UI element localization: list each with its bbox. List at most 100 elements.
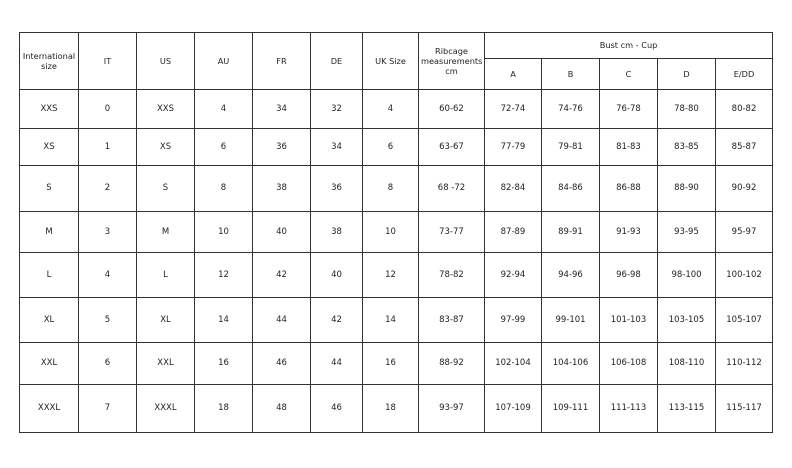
table-cell: 89-91: [541, 211, 600, 253]
table-cell: 5: [78, 297, 137, 343]
table-cell: 12: [362, 252, 419, 298]
header-row: International size IT US AU FR DE UK Size Ribca…: [19, 32, 774, 90]
table-row: L 4 L 12 42 40 12 78-82 92-94 94-96 96-98 98-100 100…: [19, 252, 774, 298]
table-cell: 90-92: [714, 165, 774, 212]
table-cell: 12: [194, 252, 253, 298]
table-cell: 8: [362, 165, 419, 212]
table-row: XXL 6 XXL 16 46 44 16 88-92 102-104 104-106 106-10…: [19, 342, 774, 385]
table-cell: XXS: [19, 89, 79, 129]
table-row: XL 5 XL 14 44 42 14 83-87 97-99 99-101 101-103 103-…: [19, 297, 774, 343]
table-cell: 10: [362, 211, 419, 253]
table-cell: XXS: [136, 89, 195, 129]
table-cell: 3: [78, 211, 137, 253]
table-cell: 60-62: [418, 89, 485, 129]
table-cell: XXL: [136, 342, 195, 385]
table-cell: 34: [252, 89, 311, 129]
table-cell: 79-81: [541, 128, 600, 166]
cup-header: B: [541, 58, 600, 90]
table-cell: 46: [252, 342, 311, 385]
table-cell: XL: [136, 297, 195, 343]
table-cell: 6: [194, 128, 253, 166]
table-cell: 14: [194, 297, 253, 343]
cup-header: C: [599, 58, 658, 90]
table-cell: 109-111: [541, 384, 600, 433]
table-cell: 81-83: [599, 128, 658, 166]
table-cell: 113-115: [657, 384, 716, 433]
table-cell: XS: [19, 128, 79, 166]
cup-header: E/DD: [714, 58, 774, 90]
table-cell: 106-108: [599, 342, 658, 385]
table-cell: 97-99: [484, 297, 542, 343]
table-cell: 95-97: [714, 211, 774, 253]
table-cell: 14: [362, 297, 419, 343]
table-cell: 4: [362, 89, 419, 129]
table-cell: XXXL: [136, 384, 195, 433]
table-cell: 111-113: [599, 384, 658, 433]
table-cell: 32: [310, 89, 363, 129]
column-header: US: [136, 32, 195, 90]
table-cell: XS: [136, 128, 195, 166]
table-cell: 6: [362, 128, 419, 166]
table-cell: 94-96: [541, 252, 600, 298]
table-cell: 84-86: [541, 165, 600, 212]
table-cell: 102-104: [484, 342, 542, 385]
table-row: XXXL 7 XXXL 18 48 46 18 93-97 107-109 109-111 111-…: [19, 384, 774, 433]
table-cell: 73-77: [418, 211, 485, 253]
table-cell: 48: [252, 384, 311, 433]
cup-header-row: A B C D E/DD: [20, 58, 774, 90]
table-cell: 2: [78, 165, 137, 212]
table-cell: 36: [310, 165, 363, 212]
table-cell: XL: [19, 297, 79, 343]
column-header: IT: [78, 32, 137, 90]
table-cell: S: [136, 165, 195, 212]
table-cell: 101-103: [599, 297, 658, 343]
table-cell: 1: [78, 128, 137, 166]
table-cell: 42: [310, 297, 363, 343]
table-cell: 80-82: [714, 89, 774, 129]
table-cell: 78-80: [657, 89, 716, 129]
table-row: S 2 S 8 38 36 8 68 -72 82-84 84-86 86-88 88-90 90-92: [19, 165, 774, 212]
table-cell: 8: [194, 165, 253, 212]
table-cell: 46: [310, 384, 363, 433]
table-cell: 36: [252, 128, 311, 166]
table-cell: 108-110: [657, 342, 716, 385]
table-cell: L: [136, 252, 195, 298]
table-cell: XXL: [19, 342, 79, 385]
table-cell: 77-79: [484, 128, 542, 166]
table-cell: 16: [194, 342, 253, 385]
table-cell: 103-105: [657, 297, 716, 343]
table-cell: M: [136, 211, 195, 253]
table-cell: 10: [194, 211, 253, 253]
table-cell: 99-101: [541, 297, 600, 343]
table-row: XXS 0 XXS 4 34 32 4 60-62 72-74 74-76 76-78 78-80 80…: [19, 89, 774, 129]
table-cell: 100-102: [714, 252, 774, 298]
column-header: DE: [310, 32, 363, 90]
table-cell: 91-93: [599, 211, 658, 253]
column-header: AU: [194, 32, 253, 90]
size-chart-table: International size IT US AU FR DE UK Size Ribca…: [19, 32, 774, 433]
table-cell: 115-117: [714, 384, 774, 433]
column-header: Ribcage measurements cm: [418, 32, 485, 90]
table-cell: 34: [310, 128, 363, 166]
table-cell: 63-67: [418, 128, 485, 166]
table-row: M 3 M 10 40 38 10 73-77 87-89 89-91 91-93 93-95 95-9…: [19, 211, 774, 253]
table-cell: 93-95: [657, 211, 716, 253]
table-cell: 83-85: [657, 128, 716, 166]
table-row: XS 1 XS 6 36 34 6 63-67 77-79 79-81 81-83 83-85 85-8…: [19, 128, 774, 166]
table-cell: 44: [310, 342, 363, 385]
table-cell: 104-106: [541, 342, 600, 385]
table-cell: 42: [252, 252, 311, 298]
table-cell: 6: [78, 342, 137, 385]
table-cell: 72-74: [484, 89, 542, 129]
table-cell: 85-87: [714, 128, 774, 166]
table-cell: 68 -72: [418, 165, 485, 212]
table-cell: S: [19, 165, 79, 212]
table-cell: 105-107: [714, 297, 774, 343]
table-cell: 76-78: [599, 89, 658, 129]
table-cell: 7: [78, 384, 137, 433]
bust-cup-group-header: Bust cm - Cup: [483, 32, 774, 59]
cup-header: A: [484, 58, 542, 90]
table-cell: 38: [252, 165, 311, 212]
table-cell: 40: [252, 211, 311, 253]
table-cell: 98-100: [657, 252, 716, 298]
